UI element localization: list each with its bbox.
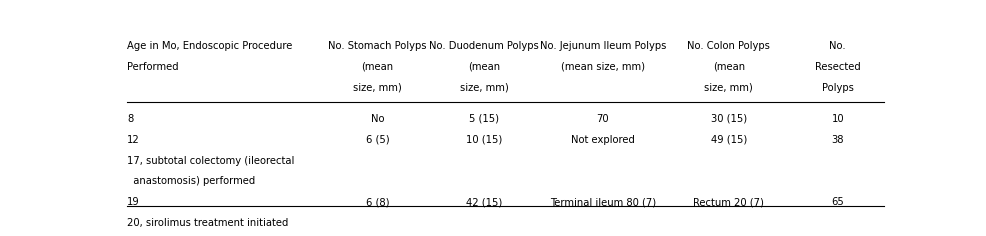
Text: Age in Mo, Endoscopic Procedure: Age in Mo, Endoscopic Procedure <box>127 41 293 51</box>
Text: No. Jejunum Ileum Polyps: No. Jejunum Ileum Polyps <box>539 41 666 51</box>
Text: Terminal ileum 80 (7): Terminal ileum 80 (7) <box>549 197 656 207</box>
Text: Rectum 20 (7): Rectum 20 (7) <box>693 197 764 207</box>
Text: 6 (8): 6 (8) <box>366 197 389 207</box>
Text: 10 (15): 10 (15) <box>466 135 503 145</box>
Text: No: No <box>371 114 385 124</box>
Text: 6 (5): 6 (5) <box>366 135 389 145</box>
Text: 17, subtotal colectomy (ileorectal: 17, subtotal colectomy (ileorectal <box>127 156 295 165</box>
Text: 49 (15): 49 (15) <box>711 135 747 145</box>
Text: 5 (15): 5 (15) <box>469 114 499 124</box>
Text: 12: 12 <box>127 135 140 145</box>
Text: 20, sirolimus treatment initiated: 20, sirolimus treatment initiated <box>127 218 289 228</box>
Text: Performed: Performed <box>127 62 178 72</box>
Text: 19: 19 <box>127 197 140 207</box>
Text: No. Duodenum Polyps: No. Duodenum Polyps <box>430 41 539 51</box>
Text: Not explored: Not explored <box>571 135 635 145</box>
Text: No. Colon Polyps: No. Colon Polyps <box>687 41 770 51</box>
Text: 10: 10 <box>831 114 844 124</box>
Text: 70: 70 <box>597 114 609 124</box>
Text: 42 (15): 42 (15) <box>466 197 503 207</box>
Text: size, mm): size, mm) <box>459 83 509 93</box>
Text: (mean size, mm): (mean size, mm) <box>561 62 645 72</box>
Text: No.: No. <box>829 41 846 51</box>
Text: 30 (15): 30 (15) <box>711 114 747 124</box>
Text: size, mm): size, mm) <box>353 83 401 93</box>
Text: Polyps: Polyps <box>821 83 854 93</box>
Text: anastomosis) performed: anastomosis) performed <box>127 177 255 186</box>
Text: (mean: (mean <box>468 62 500 72</box>
Text: 38: 38 <box>831 135 844 145</box>
Text: (mean: (mean <box>713 62 744 72</box>
Text: (mean: (mean <box>361 62 393 72</box>
Text: size, mm): size, mm) <box>704 83 753 93</box>
Text: Resected: Resected <box>814 62 861 72</box>
Text: 8: 8 <box>127 114 133 124</box>
Text: 65: 65 <box>831 197 844 207</box>
Text: No. Stomach Polyps: No. Stomach Polyps <box>328 41 427 51</box>
